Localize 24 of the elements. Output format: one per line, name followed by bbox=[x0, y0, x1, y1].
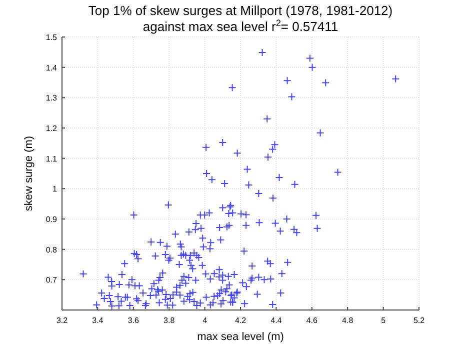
y-tick-label: 1.4 bbox=[46, 63, 58, 72]
y-tick-label: 1.3 bbox=[46, 94, 58, 103]
y-tick-label: 1.5 bbox=[46, 33, 58, 42]
y-tick-label: 0.8 bbox=[46, 245, 58, 254]
chart-subtitle: against max sea level r$^{2}$= 0.57411 bbox=[142, 18, 338, 34]
y-tick-label: 1.1 bbox=[46, 154, 58, 164]
y-tick-label: 0.9 bbox=[46, 215, 58, 224]
x-tick-label: 5 bbox=[381, 316, 386, 325]
x-tick-label: 4.8 bbox=[342, 316, 354, 325]
x-tick-label: 4 bbox=[202, 316, 208, 325]
x-axis-title: max sea level (m) bbox=[197, 331, 284, 343]
x-tick-label: 3.2 bbox=[56, 316, 68, 325]
y-tick-label: 1.2 bbox=[46, 124, 58, 133]
x-tick-label: 4.2 bbox=[234, 316, 247, 325]
x-tick-label: 3.4 bbox=[92, 316, 104, 325]
x-tick-label: 3.8 bbox=[164, 316, 176, 325]
x-tick-label: 3.6 bbox=[128, 316, 140, 325]
x-tick-label: 4.4 bbox=[270, 316, 282, 325]
y-axis-title: skew surge (m) bbox=[23, 136, 35, 212]
x-tick-label: 4.6 bbox=[306, 316, 318, 325]
x-tick-label: 5.2 bbox=[413, 316, 426, 325]
y-tick-label: 0.7 bbox=[46, 276, 58, 285]
chart-title: Top 1% of skew surges at Millport (1978, 1981-2012) bbox=[88, 3, 393, 18]
y-tick-label: 1 bbox=[52, 184, 58, 194]
